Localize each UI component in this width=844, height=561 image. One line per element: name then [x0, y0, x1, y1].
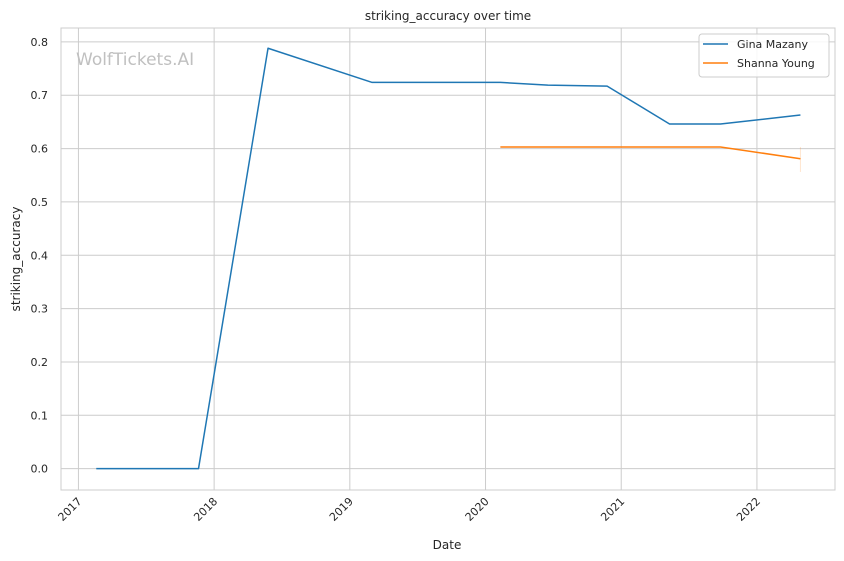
x-tick-label: 2019	[327, 495, 356, 524]
chart-title: striking_accuracy over time	[365, 9, 531, 23]
y-tick-label: 0.3	[31, 303, 49, 316]
series-line-gina-mazany	[96, 47, 801, 470]
y-tick-label: 0.6	[31, 143, 49, 156]
legend-box	[698, 33, 830, 78]
legend: Gina Mazany Shanna Young	[698, 33, 830, 78]
y-tick-label: 0.2	[31, 356, 49, 369]
y-tick-label: 0.8	[31, 36, 49, 49]
x-tick-label: 2018	[191, 495, 220, 524]
plot-frame	[60, 27, 836, 491]
y-tick-label: 0.7	[31, 89, 49, 102]
y-tick-label: 0.4	[31, 249, 49, 262]
series-lines	[96, 47, 801, 470]
x-axis-label: Date	[433, 538, 462, 552]
grid	[61, 28, 835, 490]
x-tick-label: 2022	[734, 495, 763, 524]
x-tick-label: 2021	[598, 495, 627, 524]
y-tick-label: 0.1	[31, 409, 49, 422]
y-tick-labels: 0.0 0.1 0.2 0.3 0.4 0.5 0.6 0.7 0.8	[31, 36, 49, 476]
y-axis-label: striking_accuracy	[9, 207, 23, 312]
legend-label-shanna-young: Shanna Young	[737, 57, 815, 70]
y-tick-label: 0.5	[31, 196, 49, 209]
x-tick-labels: 2017 2018 2019 2020 2021 2022	[56, 495, 763, 524]
watermark: WolfTickets.AI	[76, 50, 194, 70]
legend-label-gina-mazany: Gina Mazany	[737, 38, 809, 51]
x-tick-label: 2020	[463, 495, 492, 524]
y-tick-label: 0.0	[31, 463, 49, 476]
x-tick-label: 2017	[56, 495, 85, 524]
